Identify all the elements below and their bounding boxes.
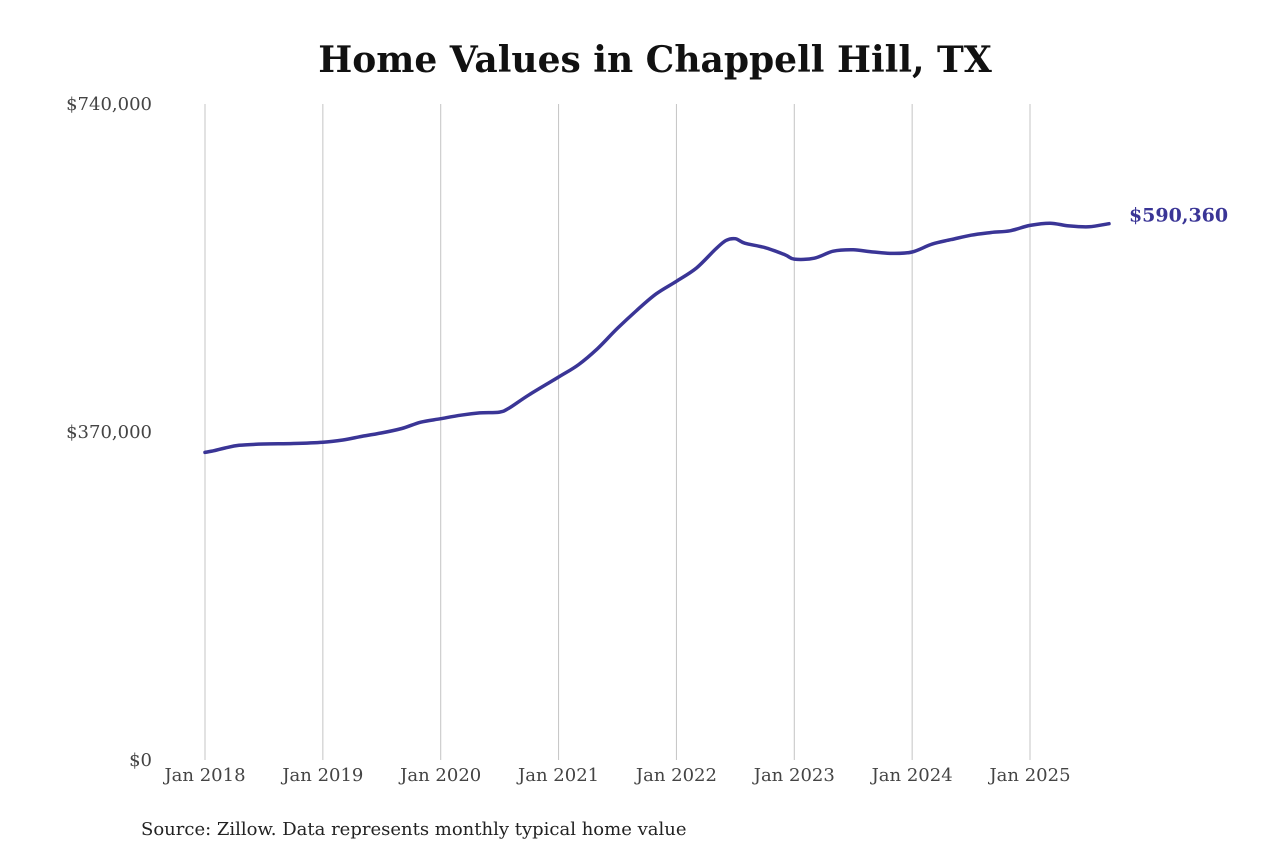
x-tick-label: Jan 2023 — [752, 765, 835, 786]
series-layer: $590,360 — [203, 205, 1228, 455]
x-tick-label: Jan 2024 — [870, 765, 953, 786]
y-tick-label: $740,000 — [66, 94, 152, 115]
x-axis-ticks: Jan 2018 Jan 2019 Jan 2020 Jan 2021 Jan 2022… — [162, 765, 1070, 786]
x-tick-label: Jan 2019 — [280, 765, 363, 786]
series-line-home-value — [203, 221, 1111, 455]
x-tick-label: Jan 2025 — [987, 765, 1070, 786]
y-tick-label: $0 — [129, 750, 152, 771]
x-tick-label: Jan 2022 — [634, 765, 717, 786]
source-note: Source: Zillow. Data represents monthly … — [141, 819, 687, 840]
gridlines — [204, 104, 1031, 760]
y-axis-ticks: $0 $370,000 $740,000 — [66, 94, 152, 771]
chart-title: Home Values in Chappell Hill, TX — [318, 39, 992, 81]
x-tick-label: Jan 2021 — [516, 765, 599, 786]
x-tick-label: Jan 2020 — [398, 765, 481, 786]
end-value-label: $590,360 — [1129, 205, 1228, 227]
x-tick-label: Jan 2018 — [162, 765, 245, 786]
y-tick-label: $370,000 — [66, 422, 152, 443]
